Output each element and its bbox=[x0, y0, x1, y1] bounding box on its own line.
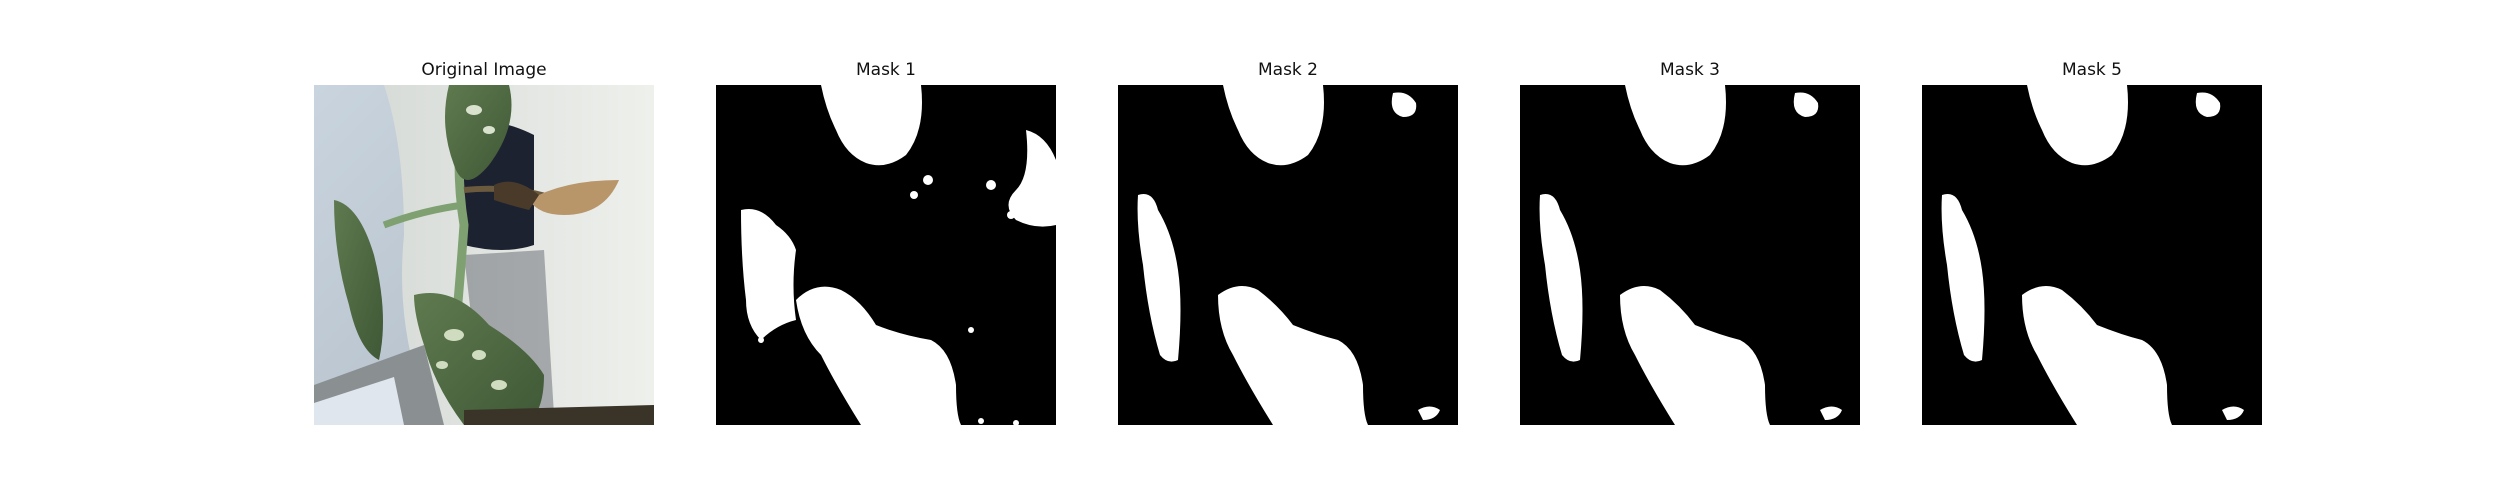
segmentation-mask-5 bbox=[1922, 85, 2262, 425]
panel-mask-2: Mask 2 bbox=[1118, 58, 1458, 428]
panel-mask-3: Mask 3 bbox=[1520, 58, 1860, 428]
panel-title: Original Image bbox=[421, 60, 547, 80]
panel-title: Mask 2 bbox=[1257, 60, 1318, 80]
panel-original-image: Original Image bbox=[314, 58, 654, 428]
panel-title: Mask 5 bbox=[2061, 60, 2122, 80]
segmentation-mask-2 bbox=[1118, 85, 1458, 425]
panel-mask-5: Mask 5 bbox=[1922, 58, 2262, 428]
panel-mask-1: Mask 1 bbox=[716, 58, 1056, 428]
segmentation-mask-1 bbox=[716, 85, 1056, 425]
segmentation-mask-3 bbox=[1520, 85, 1860, 425]
panel-title: Mask 1 bbox=[855, 60, 916, 80]
original-plant-photo bbox=[314, 85, 654, 425]
panel-title: Mask 3 bbox=[1659, 60, 1720, 80]
